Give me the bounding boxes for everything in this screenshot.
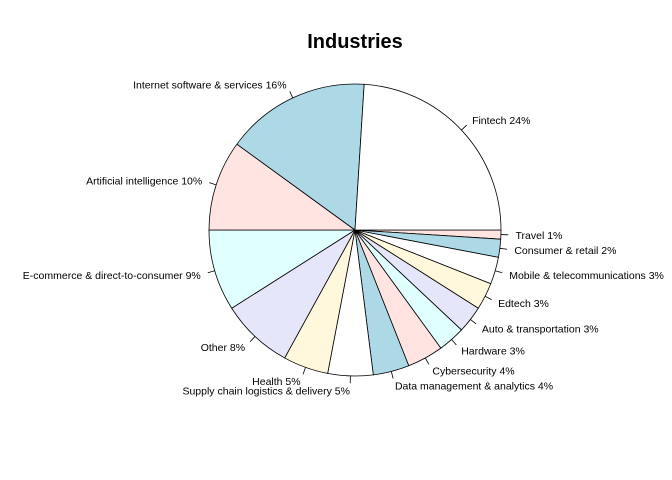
slice-label: Consumer & retail 2% (514, 245, 616, 257)
label-tick (461, 124, 468, 131)
label-tick (289, 91, 294, 99)
slice-label: Internet software & services 16% (133, 80, 287, 92)
slice-label: Hardware 3% (461, 345, 525, 357)
label-tick (207, 270, 215, 274)
slice-label: Cybersecurity 4% (432, 366, 514, 378)
label-tick (209, 182, 217, 186)
pie-slices (208, 83, 502, 377)
label-tick (495, 270, 503, 274)
pie-slice (208, 229, 357, 309)
pie-slice (208, 143, 357, 231)
label-tick (302, 367, 306, 375)
slice-label: Auto & transportation 3% (482, 323, 599, 335)
label-tick (390, 371, 394, 379)
label-tick (424, 357, 430, 365)
slice-labels: Travel 1% Consumer & retail 2% Mobile & te… (23, 80, 664, 398)
slice-label: E-commerce & direct-to-consumer 9% (23, 270, 201, 282)
pie-slice (354, 83, 502, 231)
label-tick (484, 295, 492, 300)
label-ticks (207, 91, 509, 384)
slice-label: Supply chain logistics & delivery 5% (182, 386, 350, 398)
slice-label: Artificial intelligence 10% (86, 175, 202, 187)
slice-label: Mobile & telecommunications 3% (509, 270, 664, 282)
chart-title: Industries (307, 31, 403, 53)
slice-label: Health 5% (252, 376, 300, 388)
slice-label: Other 8% (201, 342, 245, 354)
label-tick (249, 336, 256, 343)
slice-label: Travel 1% (516, 230, 563, 242)
label-tick (470, 319, 477, 325)
slice-label: Data management & analytics 4% (395, 381, 553, 393)
label-tick (499, 247, 508, 250)
label-tick (451, 339, 457, 346)
slice-label: Fintech 24% (472, 115, 530, 127)
pie-slice (236, 83, 365, 231)
slice-label: Edtech 3% (498, 298, 549, 310)
